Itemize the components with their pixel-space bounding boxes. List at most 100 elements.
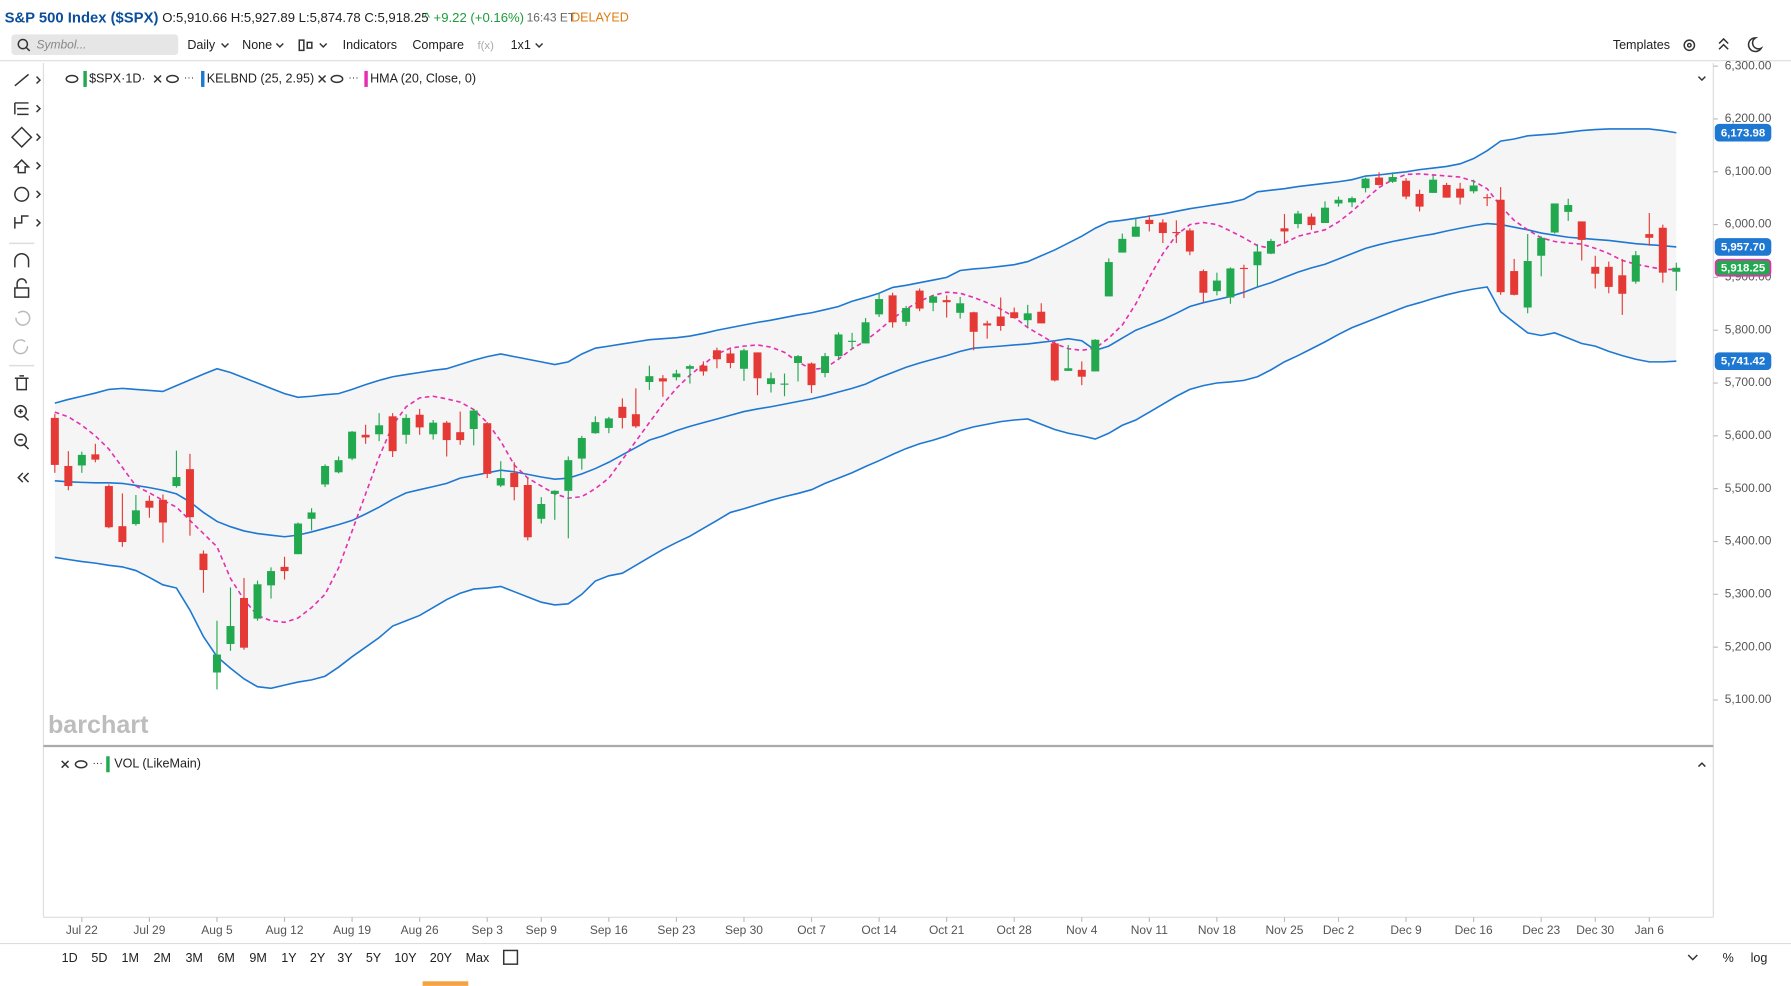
candle-body	[780, 383, 789, 385]
y-tick-label: 5,700.00	[1725, 375, 1772, 389]
tool-fib[interactable]	[14, 102, 29, 116]
range-button[interactable]: 1Y	[281, 951, 297, 965]
collapse-icon[interactable]	[1718, 37, 1729, 45]
range-button[interactable]: 5Y	[366, 951, 382, 965]
legend-menu[interactable]: ···	[348, 73, 358, 84]
range-button[interactable]: 5D	[91, 951, 107, 965]
tool-arrow[interactable]	[13, 158, 31, 174]
tool-zoom-in[interactable]	[14, 404, 28, 418]
candle-body	[64, 465, 73, 487]
range-button[interactable]: 9M	[249, 951, 266, 965]
legend-icons	[61, 74, 1706, 769]
tool-number[interactable]	[14, 186, 30, 202]
tool-delete[interactable]	[14, 375, 29, 391]
tool-line[interactable]	[14, 73, 30, 87]
range-button[interactable]: 10Y	[394, 951, 417, 965]
pane-menu[interactable]	[1697, 762, 1706, 768]
tool-collapse[interactable]	[17, 472, 30, 483]
candle-body	[1496, 199, 1505, 293]
price-badge	[1714, 352, 1772, 371]
y-tick-label: 6,200.00	[1725, 111, 1772, 125]
price-badge	[1714, 258, 1772, 277]
legend-menu[interactable]: ···	[93, 758, 103, 769]
range-button[interactable]: 6M	[217, 951, 234, 965]
x-tick-label: Oct 7	[797, 923, 826, 937]
candle-body	[1185, 230, 1194, 252]
candle-body	[1564, 205, 1573, 212]
candle-body	[1672, 267, 1681, 272]
price-badge-label: 5,741.42	[1721, 356, 1765, 368]
close-icon[interactable]	[61, 760, 70, 769]
range-button[interactable]: 3M	[185, 951, 202, 965]
chart-type-icon	[306, 41, 313, 49]
candle-body	[1037, 311, 1046, 324]
calendar-icon[interactable]	[502, 949, 519, 965]
keltner-upper	[54, 128, 1677, 404]
x-tick-label: Nov 25	[1265, 923, 1303, 937]
tool-shape[interactable]	[10, 126, 33, 148]
x-tick-label: Dec 23	[1522, 923, 1560, 937]
price-badge	[1714, 123, 1772, 142]
theme-icon[interactable]	[1747, 37, 1764, 53]
y-tick-label: 6,300.00	[1725, 58, 1772, 72]
candle-body	[510, 472, 519, 488]
range-button[interactable]: 2Y	[310, 951, 326, 965]
chart-type-icon[interactable]	[298, 39, 305, 52]
band-fill	[54, 128, 1677, 689]
candle-body	[956, 303, 965, 313]
tool-measure[interactable]	[14, 215, 29, 229]
close-icon[interactable]	[318, 74, 327, 83]
settings-icon[interactable]	[1683, 39, 1696, 52]
tool-magnet[interactable]	[14, 252, 30, 268]
candle-body	[523, 484, 532, 538]
eye-icon[interactable]	[65, 74, 79, 84]
eye-icon[interactable]	[166, 74, 179, 84]
overlay-button[interactable]: None	[242, 38, 272, 52]
candle-body	[848, 340, 857, 342]
function-button[interactable]: f(x)	[477, 40, 494, 52]
tool-redo[interactable]	[13, 339, 29, 355]
compare-button[interactable]: Compare	[412, 38, 464, 52]
interval-button[interactable]: Daily	[187, 38, 216, 52]
indicators-button[interactable]: Indicators	[343, 38, 397, 52]
candle-body	[415, 414, 424, 428]
tool-undo[interactable]	[15, 310, 31, 326]
candle-body	[158, 499, 167, 523]
x-tick-label: Dec 2	[1323, 923, 1355, 937]
keltner-legend: KELBND (25, 2.95)	[207, 71, 314, 85]
layout-button[interactable]: 1x1	[511, 38, 531, 52]
scale-button[interactable]: %	[1723, 951, 1734, 965]
eye-icon[interactable]	[74, 760, 88, 769]
templates-button[interactable]: Templates	[1613, 38, 1670, 52]
range-button[interactable]: 2M	[153, 951, 170, 965]
y-tick-label: 5,300.00	[1725, 586, 1772, 600]
range-button[interactable]: Max	[466, 951, 490, 965]
candle-body	[983, 323, 992, 326]
search-box[interactable]	[11, 34, 179, 55]
range-button[interactable]: 3Y	[337, 951, 353, 965]
time: 16:43 ET	[527, 11, 576, 25]
range-button[interactable]: 1D	[62, 951, 78, 965]
candle-body	[1631, 255, 1640, 282]
pane-menu[interactable]	[1697, 76, 1706, 82]
legend-chip	[106, 756, 110, 773]
price-badge-label: 5,957.70	[1721, 242, 1765, 254]
y-tick-label: 5,600.00	[1725, 428, 1772, 442]
candle-body	[1483, 197, 1492, 199]
close-icon[interactable]	[153, 74, 162, 83]
range-button[interactable]: 1M	[121, 951, 138, 965]
candle-body	[1104, 262, 1113, 297]
scale-button[interactable]: log	[1751, 951, 1768, 965]
candle-body	[77, 454, 86, 466]
tool-zoom-out[interactable]	[14, 433, 28, 447]
y-tick-label: 6,100.00	[1725, 164, 1772, 178]
y-tick-label: 5,100.00	[1725, 692, 1772, 706]
search-icon	[25, 47, 31, 52]
expand-icon[interactable]	[1687, 954, 1698, 961]
eye-icon[interactable]	[330, 74, 344, 84]
range-button[interactable]: 20Y	[430, 951, 453, 965]
candle-body	[888, 295, 897, 323]
legend-menu[interactable]: ···	[184, 73, 194, 84]
candle-body	[1226, 268, 1235, 298]
tool-lock[interactable]	[14, 287, 30, 298]
